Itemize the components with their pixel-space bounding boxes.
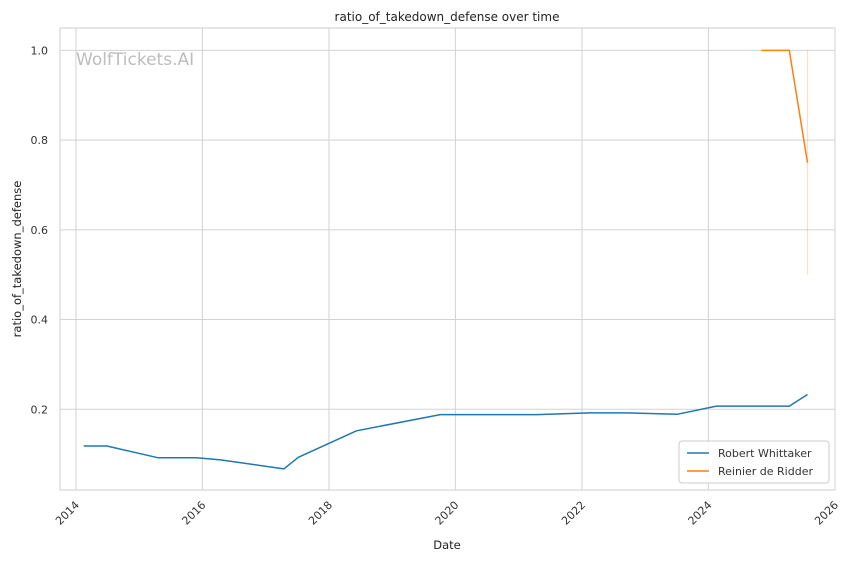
y-tick-label: 0.4 <box>31 314 49 327</box>
legend-label: Reinier de Ridder <box>718 465 813 478</box>
x-tick-label: 2022 <box>559 499 588 528</box>
y-grid <box>60 49 835 410</box>
y-axis-title: ratio_of_takedown_defense <box>10 181 24 338</box>
y-tick-label: 0.6 <box>31 224 49 237</box>
y-tick-labels: 0.2 0.4 0.6 0.8 1.0 <box>31 44 49 416</box>
series-lines <box>83 49 809 470</box>
x-tick-label: 2024 <box>686 499 715 528</box>
x-axis-title: Date <box>433 538 461 552</box>
legend-label: Robert Whittaker <box>718 447 812 460</box>
plot-area <box>59 27 836 491</box>
legend: Robert Whittaker Reinier de Ridder <box>678 440 830 484</box>
x-tick-labels: 2014 2016 2018 2020 2022 2024 2026 <box>53 499 841 528</box>
legend-box <box>678 440 830 484</box>
series-line-1 <box>83 393 808 470</box>
chart-title: ratio_of_takedown_defense over time <box>335 10 560 24</box>
y-tick-label: 0.2 <box>31 403 49 416</box>
x-tick-label: 2014 <box>53 499 82 528</box>
x-tick-label: 2020 <box>433 499 462 528</box>
x-grid <box>75 28 836 490</box>
y-tick-label: 1.0 <box>31 44 49 57</box>
x-tick-label: 2026 <box>812 499 841 528</box>
x-tick-label: 2018 <box>306 499 335 528</box>
series-line-2 <box>761 49 809 163</box>
watermark-text: WolfTickets.AI <box>76 50 194 70</box>
x-tick-label: 2016 <box>179 499 208 528</box>
y-tick-label: 0.8 <box>31 134 49 147</box>
